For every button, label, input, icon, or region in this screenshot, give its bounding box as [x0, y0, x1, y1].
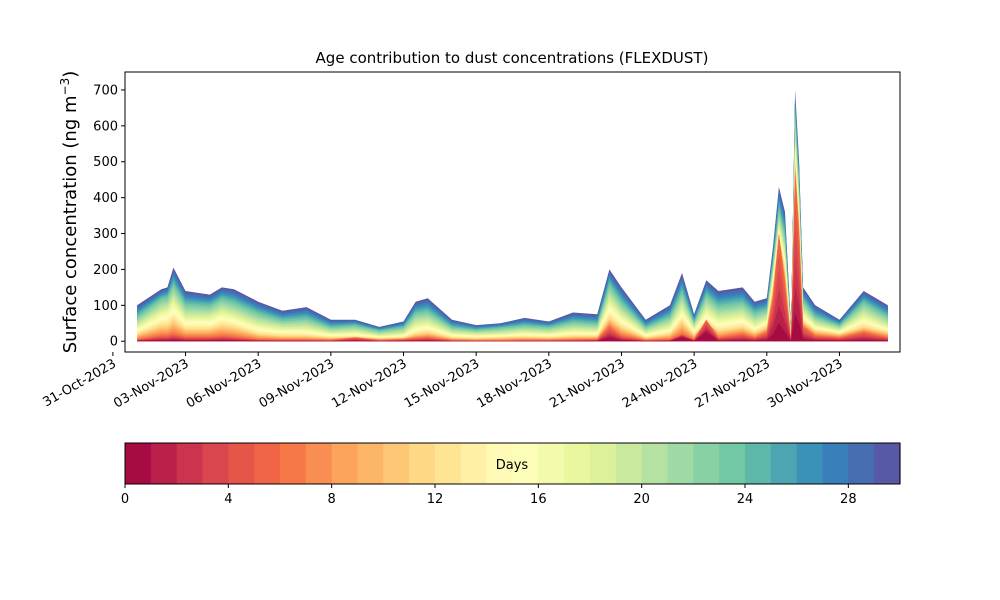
colorbar-bin [874, 443, 901, 484]
x-tick-label: 18-Nov-2023 [475, 356, 555, 411]
plot-frame [124, 71, 901, 353]
colorbar-label: Days [496, 458, 529, 473]
colorbar-tick-label: 28 [840, 492, 857, 507]
colorbar-tick-label: 4 [224, 492, 232, 507]
colorbar-bin [564, 443, 591, 484]
colorbar-bin [280, 443, 307, 484]
x-tick-label: 15-Nov-2023 [402, 356, 482, 411]
colorbar-bin [357, 443, 384, 484]
x-tick-label: 06-Nov-2023 [184, 356, 264, 411]
x-axis-ticks: 31-Oct-202303-Nov-202306-Nov-202309-Nov-… [40, 352, 845, 411]
colorbar-frame [124, 442, 901, 485]
colorbar-tick-label: 8 [328, 492, 336, 507]
y-tick-label: 700 [93, 83, 118, 98]
colorbar-bin [641, 443, 669, 484]
colorbar-bin [512, 443, 539, 484]
y-tick-label: 200 [93, 263, 118, 278]
colorbar-bin [693, 443, 720, 484]
colorbar-bin [228, 443, 255, 484]
colorbar-tick-label: 16 [530, 492, 547, 507]
colorbar-bin [254, 443, 281, 484]
x-tick-label: 03-Nov-2023 [111, 356, 191, 411]
colorbar-bin [667, 443, 694, 484]
x-tick-label: 24-Nov-2023 [620, 356, 700, 411]
colorbar-bin [125, 443, 152, 484]
colorbar-bin [486, 443, 514, 484]
colorbar-bin [435, 443, 462, 484]
colorbar-bin [822, 443, 849, 484]
x-tick-label: 27-Nov-2023 [693, 356, 773, 411]
y-tick-label: 600 [93, 119, 118, 134]
y-tick-label: 0 [110, 335, 118, 350]
colorbar-bin [538, 443, 565, 484]
x-tick-label: 12-Nov-2023 [329, 356, 409, 411]
colorbar [125, 443, 901, 484]
colorbar-bin [202, 443, 229, 484]
colorbar-bin [745, 443, 772, 484]
colorbar-bin [615, 443, 643, 484]
x-tick-label: 30-Nov-2023 [765, 356, 845, 411]
colorbar-bin [796, 443, 824, 484]
y-tick-label: 500 [93, 155, 118, 170]
colorbar-tick-label: 12 [427, 492, 444, 507]
y-axis-ticks: 0 100 200 300 400 500 600 700 [93, 83, 125, 350]
colorbar-bin [331, 443, 359, 484]
colorbar-bin [848, 443, 875, 484]
stacked-area-layer [137, 89, 888, 342]
colorbar-bin [590, 443, 617, 484]
y-tick-label: 400 [93, 191, 118, 206]
colorbar-tick-label: 0 [121, 492, 129, 507]
x-tick-label: 09-Nov-2023 [257, 356, 337, 411]
colorbar-bin [305, 443, 333, 484]
y-tick-label: 300 [93, 227, 118, 242]
x-tick-label: 31-Oct-2023 [40, 356, 118, 410]
chart-title: Age contribution to dust concentrations … [316, 49, 709, 67]
colorbar-bin [770, 443, 798, 484]
colorbar-ticks: 0 4 8 12 16 20 24 28 [121, 484, 857, 507]
colorbar-tick-label: 24 [737, 492, 754, 507]
colorbar-bin [719, 443, 746, 484]
x-tick-label: 21-Nov-2023 [547, 356, 627, 411]
colorbar-bin [409, 443, 436, 484]
colorbar-bin [383, 443, 410, 484]
age-band-15-16-days [137, 147, 888, 342]
colorbar-bin [460, 443, 488, 484]
y-tick-label: 100 [93, 299, 118, 314]
colorbar-bin [150, 443, 178, 484]
y-axis-label: Surface concentration (ng m−3) [58, 71, 81, 354]
colorbar-tick-label: 20 [633, 492, 650, 507]
colorbar-bin [176, 443, 204, 484]
